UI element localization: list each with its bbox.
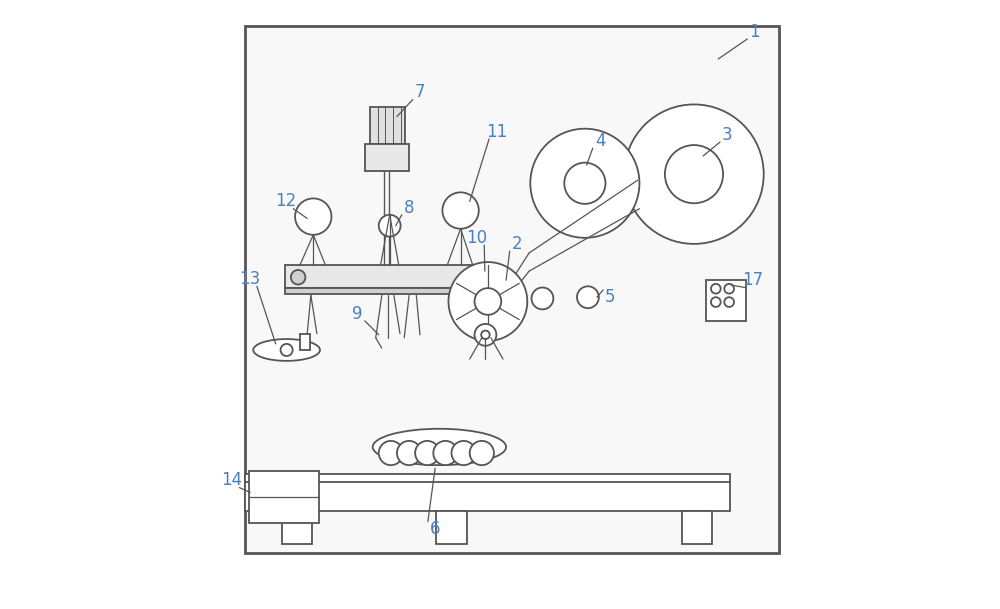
Bar [706, 280, 746, 322]
Circle shape [724, 297, 734, 307]
Bar [682, 510, 712, 544]
Circle shape [475, 288, 501, 315]
Circle shape [624, 105, 764, 244]
Bar [370, 107, 405, 144]
Text: 10: 10 [466, 229, 488, 247]
Text: 17: 17 [742, 271, 763, 289]
Bar [245, 474, 730, 510]
Bar [285, 265, 488, 288]
Text: 9: 9 [352, 304, 363, 323]
Text: 13: 13 [239, 270, 260, 288]
Bar [282, 510, 312, 544]
Circle shape [530, 128, 639, 238]
Circle shape [665, 145, 723, 203]
Circle shape [470, 441, 494, 465]
Circle shape [577, 286, 599, 308]
Circle shape [475, 324, 496, 346]
Text: 11: 11 [486, 123, 507, 141]
Circle shape [379, 215, 401, 237]
Text: 4: 4 [595, 132, 605, 150]
Circle shape [724, 284, 734, 294]
Text: 8: 8 [404, 199, 414, 217]
Circle shape [711, 297, 721, 307]
Bar [285, 288, 488, 294]
Bar [365, 144, 409, 171]
Bar [245, 26, 779, 553]
Text: 2: 2 [512, 235, 522, 253]
Circle shape [448, 262, 527, 341]
Circle shape [442, 192, 479, 229]
Text: 12: 12 [275, 192, 297, 211]
Circle shape [397, 441, 421, 465]
Circle shape [415, 441, 439, 465]
Circle shape [433, 441, 458, 465]
Circle shape [291, 270, 305, 284]
Bar [249, 471, 319, 523]
Text: 5: 5 [605, 288, 616, 306]
Circle shape [532, 287, 553, 309]
Circle shape [711, 284, 721, 294]
Bar [436, 510, 467, 544]
Bar [300, 334, 310, 350]
Circle shape [564, 163, 605, 204]
Text: 3: 3 [722, 125, 733, 144]
Text: 6: 6 [430, 520, 440, 538]
Circle shape [470, 270, 484, 284]
Circle shape [379, 441, 403, 465]
Ellipse shape [253, 339, 320, 361]
Circle shape [452, 441, 476, 465]
Circle shape [295, 199, 331, 235]
Circle shape [481, 331, 490, 339]
Text: 1: 1 [749, 23, 760, 41]
Text: 14: 14 [221, 471, 243, 489]
Ellipse shape [373, 429, 506, 465]
Circle shape [281, 344, 293, 356]
Text: 7: 7 [415, 83, 425, 101]
